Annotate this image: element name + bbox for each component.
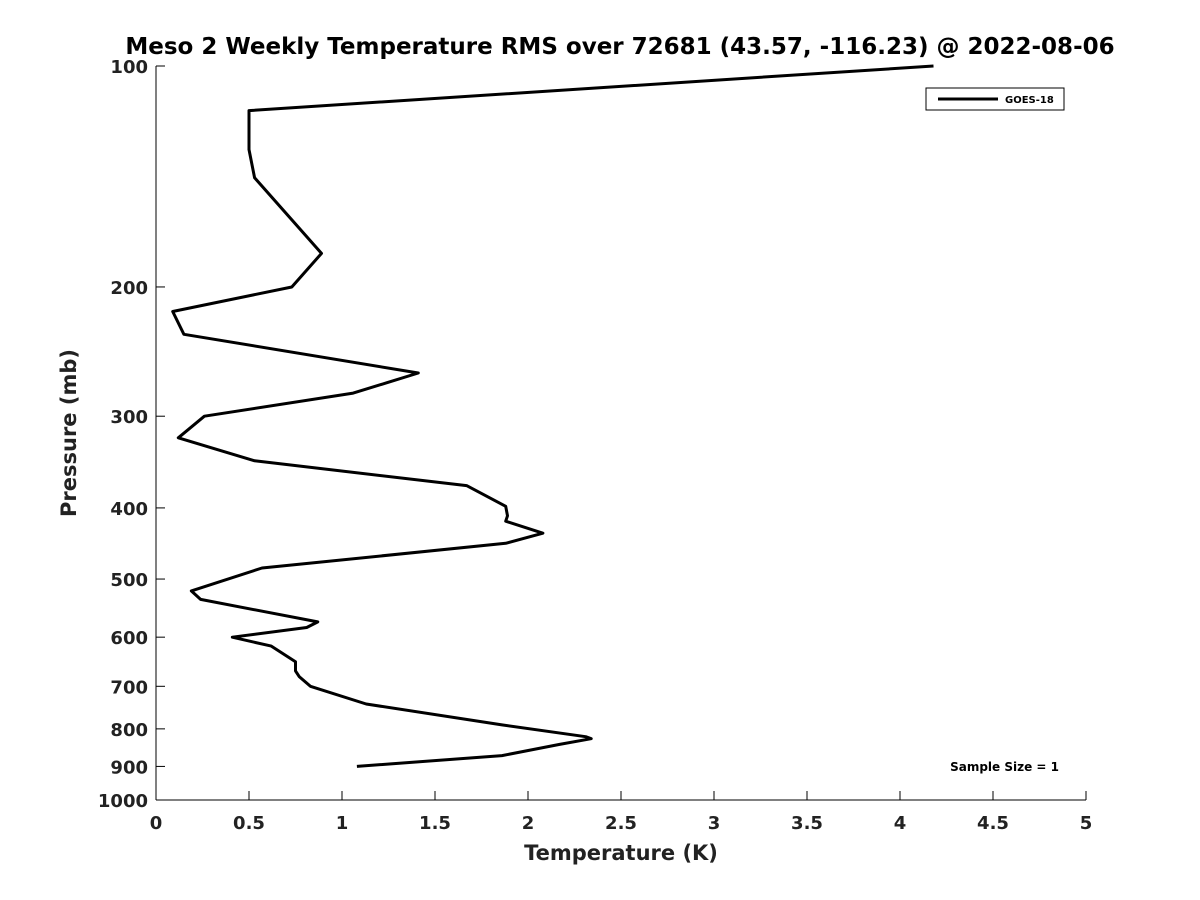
x-tick-label: 0.5 <box>233 813 265 834</box>
x-tick-label: 2 <box>522 813 535 834</box>
plot-area <box>155 66 1086 801</box>
x-tick-label: 0 <box>150 813 163 834</box>
legend: GOES-18 <box>925 87 1065 111</box>
chart-title: Meso 2 Weekly Temperature RMS over 72681… <box>125 34 1114 60</box>
y-tick-label: 900 <box>110 757 148 778</box>
y-tick-label: 800 <box>110 720 148 741</box>
x-axis-label: Temperature (K) <box>524 841 718 865</box>
x-tick-label: 1 <box>336 813 349 834</box>
y-tick-label: 400 <box>110 499 148 520</box>
x-tick-label: 1.5 <box>419 813 451 834</box>
sample-size-annotation: Sample Size = 1 <box>950 760 1059 774</box>
legend-label-goes-18: GOES-18 <box>1005 95 1054 106</box>
series-line-goes-18 <box>171 64 934 768</box>
y-tick-label: 1000 <box>98 791 148 812</box>
y-tick-label: 500 <box>110 570 148 591</box>
y-tick-label: 600 <box>110 628 148 649</box>
y-tick-label: 700 <box>110 677 148 698</box>
x-tick-label: 3.5 <box>791 813 823 834</box>
y-tick-label: 300 <box>110 407 148 428</box>
x-tick-label: 2.5 <box>605 813 637 834</box>
x-tick-label: 4.5 <box>977 813 1009 834</box>
x-tick-label: 4 <box>894 813 907 834</box>
x-axis-ticks: 0 0.5 1 1.5 2 2.5 3 3.5 4 4.5 5 <box>150 791 1093 834</box>
x-tick-label: 5 <box>1080 813 1093 834</box>
x-tick-label: 3 <box>708 813 721 834</box>
y-axis-label: Pressure (mb) <box>57 349 81 517</box>
y-axis-ticks: 100 200 300 400 500 600 700 800 900 1000 <box>98 57 165 812</box>
y-tick-label: 100 <box>110 57 148 78</box>
y-tick-label: 200 <box>110 278 148 299</box>
series-layer <box>171 64 934 768</box>
